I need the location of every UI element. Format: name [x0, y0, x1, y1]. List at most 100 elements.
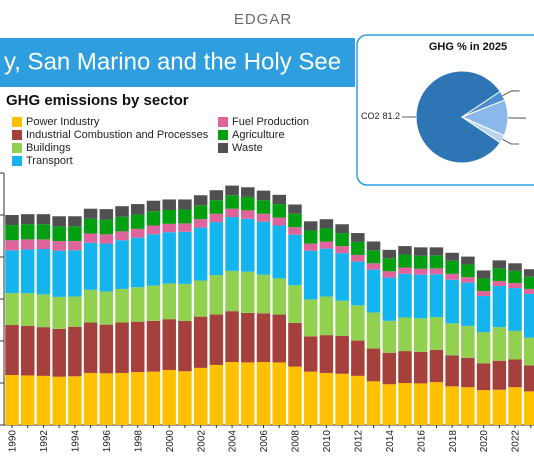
bar-segment [99, 209, 114, 220]
bar-segment [83, 372, 98, 425]
bar-segment [68, 326, 82, 377]
bar-segment [492, 285, 507, 328]
bar-segment [241, 362, 255, 425]
bar-segment [241, 271, 255, 313]
bar-segment [288, 285, 302, 323]
bar-segment [272, 225, 286, 279]
bar-segment [131, 372, 145, 425]
bar-segment [351, 233, 365, 242]
bar-segment [288, 322, 302, 367]
bar-segment [193, 316, 208, 368]
bar-segment [193, 227, 208, 281]
bar-segment [335, 335, 349, 374]
bar-segment [5, 375, 19, 425]
bar-segment [413, 255, 428, 269]
bar-segment [99, 373, 114, 425]
bar-segment [209, 213, 224, 223]
bar-segment [272, 204, 286, 218]
bar-segment [131, 204, 145, 215]
bar-segment [461, 282, 475, 326]
bar-segment [36, 214, 51, 225]
bar-segment [398, 383, 412, 425]
x-tick-label: 2008 [291, 430, 302, 453]
bar-segment [146, 320, 161, 372]
bar-segment [52, 296, 66, 329]
bar-segment [303, 250, 318, 300]
bar-segment [68, 226, 82, 242]
bar-segment [461, 325, 475, 358]
bar-segment [20, 224, 35, 240]
bar-segment [288, 366, 302, 425]
bar-segment [272, 217, 286, 226]
legend-swatch [12, 130, 22, 140]
x-tick-label: 1994 [71, 430, 82, 453]
bar-segment [288, 213, 302, 228]
bar-segment [319, 296, 334, 336]
bar-segment [461, 256, 475, 265]
bar-segment [115, 372, 129, 425]
banner-title: y, San Marino and the Holy See [4, 48, 341, 75]
bar-segment [413, 351, 428, 384]
bar-segment [131, 237, 145, 288]
bar-segment [178, 209, 192, 224]
bar-segment [131, 321, 145, 373]
bar-segment [272, 314, 286, 363]
bar-segment [68, 216, 82, 227]
bar-segment [508, 359, 522, 388]
bar-segment [382, 249, 397, 259]
bar-segment [382, 384, 397, 425]
x-tick-label: 2020 [479, 430, 490, 453]
bar-segment [288, 227, 302, 235]
pie-leader [502, 90, 520, 96]
bar-segment [351, 340, 365, 376]
bar-segment [524, 337, 534, 366]
legend-label: Power Industry [26, 116, 100, 128]
bar-segment [178, 223, 192, 232]
bar-segment [256, 190, 271, 201]
bar-segment [319, 335, 334, 373]
bar-segment [68, 376, 82, 425]
x-tick-label: 2014 [385, 430, 396, 453]
bar-segment [382, 258, 397, 272]
x-tick-label: 2018 [448, 430, 459, 453]
bar-segment [209, 190, 224, 201]
bar-segment [524, 288, 534, 294]
bar-segment [5, 215, 19, 226]
bar-segment [351, 305, 365, 341]
bar-segment [209, 275, 224, 315]
bar-segment [335, 233, 349, 247]
bar-segment [131, 214, 145, 229]
bar-segment [272, 278, 286, 315]
x-tick-label: 1996 [102, 430, 113, 453]
bar-segment [445, 260, 459, 274]
bar-segment [461, 387, 475, 425]
bar-segment [492, 268, 507, 281]
bar-segment [319, 372, 334, 425]
bar-segment [508, 387, 522, 425]
bar-segment [461, 357, 475, 388]
bar-segment [193, 280, 208, 317]
bar-segment [162, 199, 176, 210]
bar-segment [524, 391, 534, 425]
bar-segment [178, 371, 192, 425]
bar-segment [524, 269, 534, 277]
bar-segment [99, 219, 114, 235]
x-tick-label: 2022 [511, 430, 522, 453]
bar-segment [461, 277, 475, 283]
bar-segment [99, 243, 114, 292]
legend-swatch [218, 117, 228, 127]
bar-segment [461, 264, 475, 278]
bar-segment [225, 311, 239, 362]
bar-segment [36, 294, 51, 328]
bar-segment [225, 208, 239, 218]
bar-segment [382, 352, 397, 385]
bar-segment [5, 225, 19, 241]
bar-segment [476, 363, 491, 391]
bar-segment [288, 204, 302, 214]
bar-segment [413, 274, 428, 319]
bar-segment [319, 228, 334, 242]
bar-segment [366, 381, 381, 425]
bar-segment [382, 320, 397, 353]
legend-label: Industrial Combustion and Processes [26, 129, 209, 141]
